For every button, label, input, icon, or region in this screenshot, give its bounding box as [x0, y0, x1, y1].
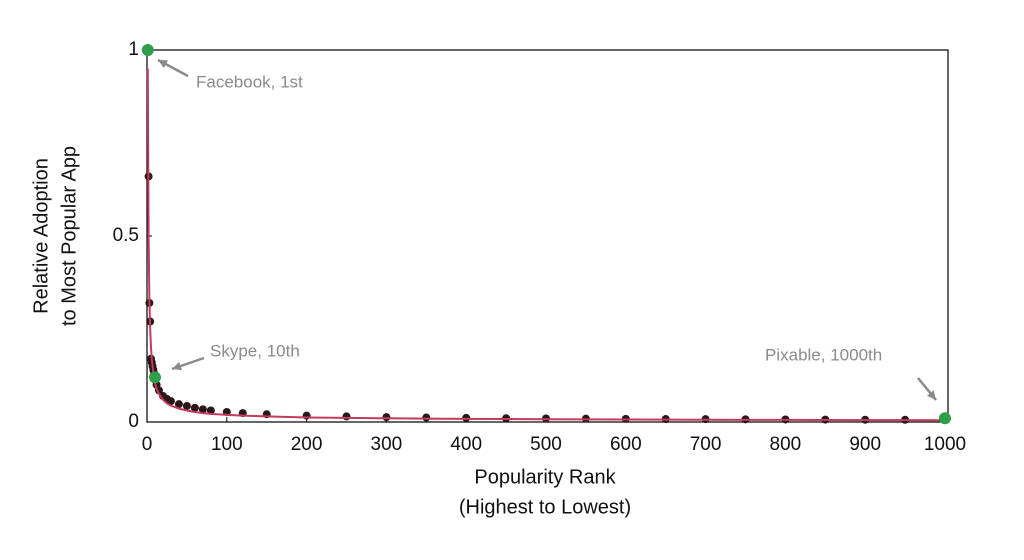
x-tick-label: 1000	[924, 434, 966, 455]
y-axis-label: Relative Adoption	[30, 158, 52, 314]
x-tick-label: 200	[291, 434, 323, 455]
x-tick-label: 700	[690, 434, 722, 455]
highlight-point	[141, 44, 154, 56]
data-point	[422, 413, 431, 422]
y-tick-label: 0.5	[113, 225, 139, 246]
arrow-head	[158, 60, 168, 69]
x-tick-label: 800	[770, 434, 802, 455]
fit-line	[146, 68, 946, 422]
x-tick-label: 300	[371, 434, 403, 455]
annotation: Pixable, 1000th	[765, 345, 882, 364]
x-tick-label: 600	[610, 434, 642, 455]
arrow-head	[926, 390, 936, 400]
highlight-point	[939, 412, 951, 425]
annotation: Skype, 10th	[210, 341, 300, 360]
y-tick-label: 1	[128, 39, 139, 60]
y-tick-label: 0	[128, 411, 139, 432]
data-point	[166, 397, 175, 406]
data-point	[182, 402, 191, 411]
data-point	[342, 412, 351, 421]
plot-frame	[146, 49, 949, 423]
x-tick-label: 500	[530, 434, 562, 455]
x-tick-label: 900	[849, 434, 881, 455]
data-point	[174, 400, 183, 409]
data-point	[382, 413, 391, 422]
data-point	[206, 406, 215, 415]
x-tick-label: 100	[211, 434, 243, 455]
data-point	[190, 403, 199, 412]
highlight-point	[148, 371, 161, 384]
arrow-head	[172, 361, 182, 371]
y-axis-label: to Most Popular App	[58, 146, 80, 326]
x-tick-label: 0	[142, 434, 153, 455]
annotation: Facebook, 1st	[196, 72, 303, 91]
data-point	[198, 405, 207, 414]
x-axis-label: (Highest to Lowest)	[459, 496, 631, 518]
x-tick-label: 400	[450, 434, 482, 455]
x-axis-label: Popularity Rank	[474, 466, 616, 488]
